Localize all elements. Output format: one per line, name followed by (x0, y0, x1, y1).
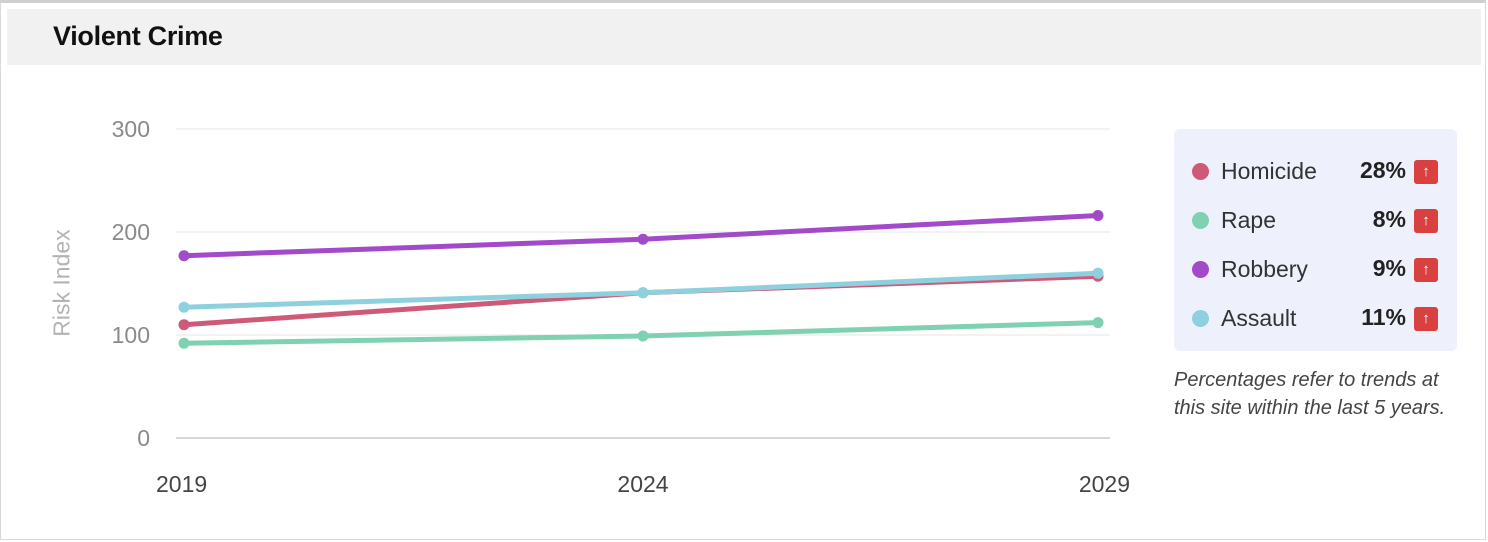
legend-item-homicide: Homicide 28% ↑ (1174, 151, 1457, 191)
legend-percent: 11% (1361, 304, 1406, 330)
data-point-rape (637, 330, 649, 342)
data-point-rape (178, 337, 190, 349)
legend-swatch (1192, 310, 1209, 327)
y-tick-label: 100 (112, 322, 150, 348)
data-point-robbery (637, 233, 649, 245)
section-header: Violent Crime (7, 9, 1481, 65)
data-point-homicide (178, 319, 190, 331)
legend-label: Assault (1221, 305, 1297, 331)
arrow-up-icon: ↑ (1414, 258, 1438, 282)
x-tick-label: 2019 (156, 471, 207, 497)
legend-item-robbery: Robbery 9% ↑ (1174, 249, 1457, 289)
legend-percent: 8% (1372, 206, 1406, 232)
y-tick-label: 300 (112, 116, 150, 142)
arrow-up-icon: ↑ (1414, 307, 1438, 331)
y-tick-label: 0 (137, 425, 150, 451)
legend-label: Rape (1221, 207, 1276, 233)
data-point-robbery (178, 250, 190, 262)
legend-item-rape: Rape 8% ↑ (1174, 200, 1457, 240)
legend-swatch (1192, 261, 1209, 278)
y-axis-label: Risk Index (48, 229, 75, 337)
legend-percent: 28% (1359, 157, 1406, 183)
x-tick-label: 2024 (617, 471, 668, 497)
legend-swatch (1192, 163, 1209, 180)
legend-label: Robbery (1221, 256, 1308, 282)
legend-item-assault: Assault 11% ↑ (1174, 298, 1457, 338)
legend-percent: 9% (1372, 255, 1406, 281)
legend-label: Homicide (1221, 158, 1317, 184)
y-tick-label: 200 (112, 219, 150, 245)
arrow-up-icon: ↑ (1414, 160, 1438, 184)
data-point-assault (1092, 267, 1104, 279)
legend-swatch (1192, 212, 1209, 229)
data-point-assault (637, 287, 649, 299)
data-point-assault (178, 301, 190, 313)
legend: Homicide 28% ↑ Rape 8% ↑ Robbery 9% ↑ Assault 11% ↑ (1174, 129, 1457, 351)
legend-note: Percentages refer to trends at this site… (1174, 369, 1446, 419)
section-title: Violent Crime (53, 21, 223, 51)
data-point-rape (1092, 317, 1104, 329)
arrow-up-icon: ↑ (1414, 209, 1438, 233)
x-tick-label: 2029 (1079, 471, 1130, 497)
data-point-robbery (1092, 210, 1104, 222)
